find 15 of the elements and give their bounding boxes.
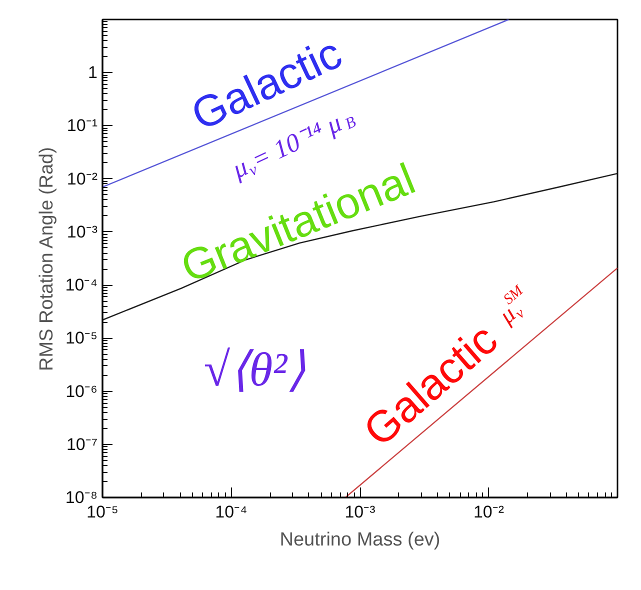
y-tick-label: 10⁻¹ bbox=[66, 116, 98, 136]
x-axis-title: Neutrino Mass (ev) bbox=[280, 530, 440, 550]
y-axis-title: RMS Rotation Angle (Rad) bbox=[36, 147, 58, 371]
y-tick-label: 10⁻³ bbox=[66, 222, 98, 242]
y-tick-label: 10⁻⁶ bbox=[66, 382, 98, 401]
x-tick-label: 10⁻⁴ bbox=[215, 502, 248, 522]
y-tick-label: 10⁻² bbox=[66, 169, 98, 188]
x-tick-label: 10⁻² bbox=[473, 502, 504, 522]
y-tick-label: 10⁻⁵ bbox=[66, 328, 98, 348]
annotation: √⟨θ²⟩ bbox=[204, 343, 306, 396]
y-tick-label: 10⁻⁷ bbox=[66, 434, 98, 454]
y-tick-label: 10⁻⁴ bbox=[65, 276, 98, 295]
y-tick-label: 1 bbox=[88, 63, 98, 82]
x-tick-label: 10⁻³ bbox=[344, 502, 376, 522]
annotation: μνSM bbox=[494, 282, 528, 330]
